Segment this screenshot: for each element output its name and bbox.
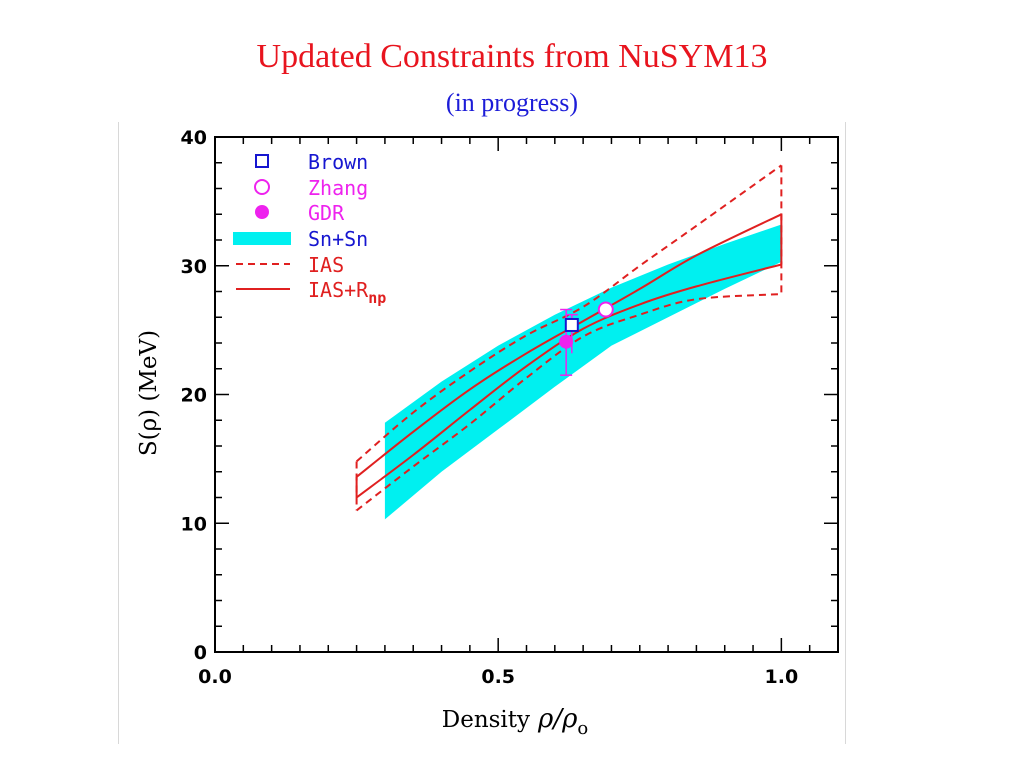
legend-ias-rnp-main: IAS+R bbox=[308, 278, 369, 302]
legend-gdr-marker bbox=[255, 205, 269, 219]
legend-ias-rnp-subscript: np bbox=[368, 289, 386, 307]
legend-ias-rnp-label: IAS+Rnp bbox=[308, 278, 386, 307]
brown-point bbox=[564, 317, 579, 332]
legend-gdr-label: GDR bbox=[308, 201, 345, 225]
figure-frame-left bbox=[118, 122, 119, 744]
y-tick-label-10: 10 bbox=[181, 513, 207, 535]
gdr-point bbox=[559, 334, 574, 349]
x-axis-label-symbol: ρ/ρ bbox=[537, 704, 578, 734]
page-subtitle: (in progress) bbox=[445, 88, 579, 117]
legend: Brown Zhang GDR Sn+Sn IAS IAS+Rnp bbox=[233, 150, 386, 307]
y-tick-label-20: 20 bbox=[181, 385, 207, 407]
page-title: Updated Constraints from NuSYM13 bbox=[256, 38, 768, 75]
ias-rnp-upper-curve bbox=[355, 213, 782, 478]
figure-frame-right bbox=[845, 122, 846, 744]
y-axis-label: S(ρ) (MeV) bbox=[136, 330, 162, 456]
y-tick-label-0: 0 bbox=[194, 642, 207, 664]
x-tick-label-1-0: 1.0 bbox=[765, 666, 799, 688]
ias-dashed-upper-curve bbox=[355, 164, 782, 463]
plot-frame bbox=[214, 136, 839, 653]
legend-ias-label: IAS bbox=[308, 253, 344, 277]
sn-sn-band bbox=[384, 224, 782, 520]
legend-sn-sn-swatch bbox=[233, 232, 291, 245]
x-axis-label: Density ρ/ρo bbox=[442, 704, 588, 739]
zhang-point bbox=[597, 301, 614, 318]
x-axis-label-main: Density bbox=[442, 707, 530, 733]
y-tick-label-40: 40 bbox=[181, 127, 207, 149]
x-tick-label-0-0: 0.0 bbox=[198, 666, 232, 688]
legend-sn-sn-label: Sn+Sn bbox=[308, 227, 368, 251]
legend-zhang-marker bbox=[254, 179, 270, 195]
ias-rnp-lower-curve bbox=[355, 263, 782, 499]
legend-zhang-label: Zhang bbox=[308, 176, 368, 200]
legend-brown-label: Brown bbox=[308, 150, 368, 174]
ias-dashed-lower-curve bbox=[355, 293, 782, 512]
x-axis-label-subscript: o bbox=[577, 718, 588, 739]
x-tick-label-0-5: 0.5 bbox=[481, 666, 515, 688]
y-tick-label-30: 30 bbox=[181, 256, 207, 278]
legend-brown-marker bbox=[255, 154, 269, 168]
